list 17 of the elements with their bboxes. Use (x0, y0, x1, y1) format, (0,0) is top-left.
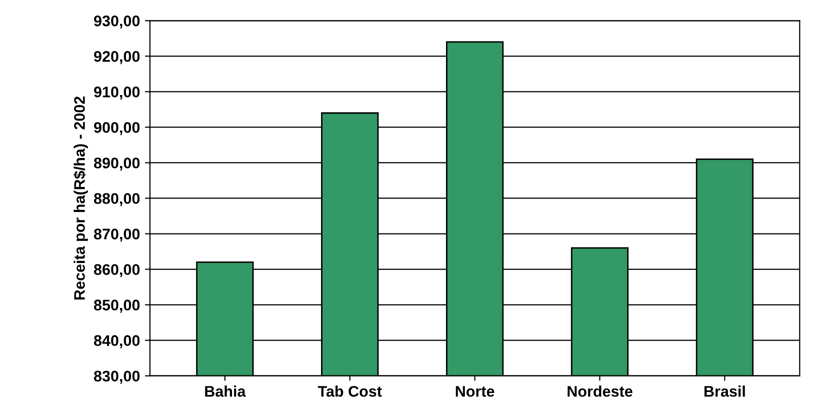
y-tick-label: 890,00 (94, 158, 140, 171)
x-tick-label: Nordeste (568, 386, 632, 397)
y-tick-label: 910,00 (94, 86, 140, 100)
y-tick-label: 930,00 (94, 16, 140, 29)
x-tick-label: Norte (456, 386, 494, 397)
y-tick-label: 870,00 (94, 228, 140, 242)
y-tick-label: 920,00 (94, 51, 140, 64)
y-tick-label: 880,00 (94, 193, 140, 206)
y-tick-label: 830,00 (94, 370, 140, 384)
x-tick-label: Brasil (704, 386, 745, 397)
y-axis-title: Receita por ha(R$/ha) - 2002 (73, 96, 88, 300)
y-tick-label: 840,00 (94, 335, 140, 348)
x-tick-label: Bahia (205, 386, 246, 397)
y-tick-label: 900,00 (94, 122, 140, 136)
y-tick-label: 850,00 (94, 300, 140, 313)
y-tick-label: 860,00 (94, 264, 140, 278)
x-tick-label: Tab Cost (318, 386, 382, 397)
